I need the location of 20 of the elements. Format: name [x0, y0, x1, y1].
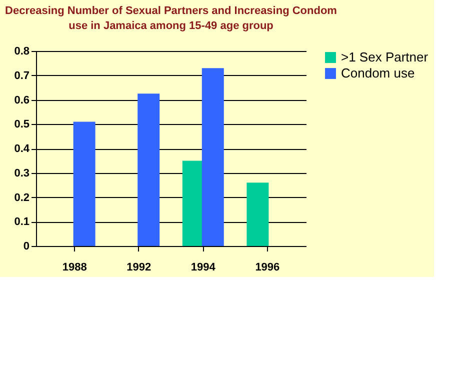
- chart-title: Decreasing Number of Sexual Partners and Increasing Condom use in Jamaica among 15-49 age group: [5, 5, 338, 32]
- bar: [202, 68, 224, 246]
- y-tick-label: 0.1: [14, 216, 30, 228]
- y-tick-label: 0.3: [14, 167, 30, 180]
- y-tick-label: 0.5: [14, 118, 30, 131]
- x-tick-label: 1988: [62, 262, 87, 274]
- y-tick-label: 0.8: [14, 46, 30, 58]
- x-tick-label: 1996: [255, 262, 280, 274]
- bar: [246, 182, 269, 246]
- legend-label: >1 Sex Partner: [341, 50, 429, 64]
- y-tick-label: 0.2: [14, 192, 30, 204]
- y-tick-label: 0.4: [14, 143, 30, 155]
- y-tick-label: 0.6: [14, 94, 30, 106]
- x-tick-label: 1992: [126, 262, 152, 274]
- bar: [138, 94, 160, 246]
- bar: [73, 122, 96, 246]
- y-tick-label: 0.7: [14, 70, 30, 82]
- x-tick-label: 1994: [190, 262, 216, 274]
- legend-label: Condom use: [341, 66, 415, 80]
- y-tick-label: 0: [23, 240, 30, 252]
